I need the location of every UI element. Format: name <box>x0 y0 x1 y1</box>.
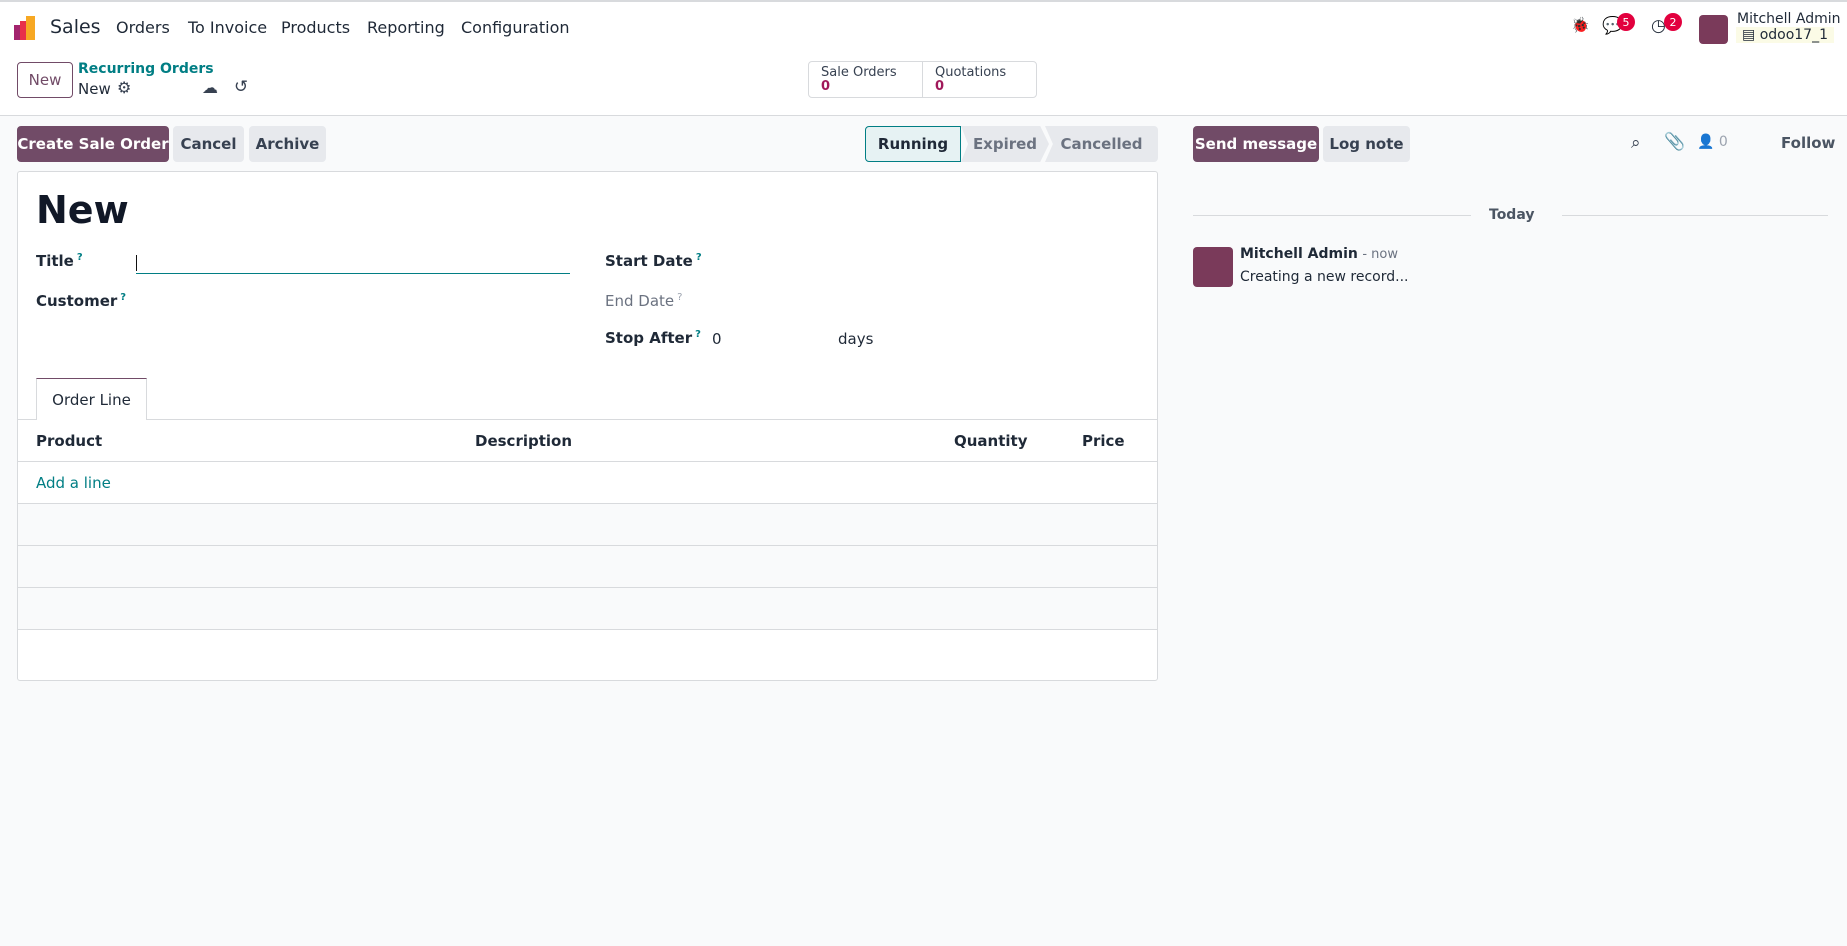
customer-label-text: Customer <box>36 292 118 310</box>
message-body: Creating a new record... <box>1240 269 1409 285</box>
archive-button[interactable]: Archive <box>249 126 326 162</box>
help-icon[interactable]: ? <box>695 252 702 263</box>
message-author[interactable]: Mitchell Admin <box>1240 246 1358 262</box>
stop-after-label: Stop After? <box>605 329 701 347</box>
clock-icon[interactable]: ◷ <box>1651 16 1666 36</box>
table-row: Add a line <box>18 462 1157 504</box>
divider <box>1193 215 1471 216</box>
stat-label: Quotations <box>935 65 1007 80</box>
stop-after-input[interactable]: 0 <box>712 330 722 348</box>
bug-icon[interactable]: 🐞 <box>1571 16 1590 34</box>
title-label-text: Title <box>36 252 74 270</box>
column-quantity[interactable]: Quantity <box>954 432 1028 450</box>
customer-input[interactable] <box>136 288 570 312</box>
breadcrumb[interactable]: Recurring Orders <box>78 61 214 77</box>
help-icon[interactable]: ? <box>76 252 83 263</box>
paperclip-icon[interactable]: 📎 <box>1664 132 1686 152</box>
end-date-text: End Date <box>605 292 675 310</box>
menu-orders[interactable]: Orders <box>116 18 170 37</box>
end-date-label: End Date? <box>605 292 682 310</box>
column-description[interactable]: Description <box>475 432 573 450</box>
stage-expired[interactable]: Expired <box>961 126 1049 162</box>
divider <box>1562 215 1828 216</box>
column-product[interactable]: Product <box>36 432 103 450</box>
user-avatar[interactable] <box>1699 15 1728 44</box>
stat-value: 0 <box>935 79 945 94</box>
new-button[interactable]: New <box>17 62 73 98</box>
stage-cancelled[interactable]: Cancelled <box>1045 126 1158 162</box>
start-date-label: Start Date? <box>605 252 702 270</box>
person-icon: 👤 <box>1697 134 1715 150</box>
database-name: ▤ odoo17_1 <box>1736 27 1834 43</box>
table-row <box>18 588 1157 630</box>
stat-sale-orders[interactable]: Sale Orders 0 <box>808 61 923 98</box>
log-note-button[interactable]: Log note <box>1323 126 1410 162</box>
messages-badge: 5 <box>1617 13 1635 31</box>
menu-to-invoice[interactable]: To Invoice <box>188 18 268 37</box>
stop-after-unit: days <box>838 330 874 348</box>
start-date-text: Start Date <box>605 252 693 270</box>
top-navbar: Sales Orders To Invoice Products Reporti… <box>0 0 1847 52</box>
column-price[interactable]: Price <box>1082 432 1125 450</box>
help-icon[interactable]: ? <box>695 329 701 340</box>
user-name[interactable]: Mitchell Admin <box>1737 11 1841 27</box>
title-input[interactable] <box>136 252 570 274</box>
record-name: New <box>78 80 111 98</box>
stage-running[interactable]: Running <box>865 126 961 162</box>
create-sale-order-button[interactable]: Create Sale Order <box>17 126 169 162</box>
message-time: - now <box>1362 247 1398 262</box>
add-line-link[interactable]: Add a line <box>36 474 111 492</box>
menu-configuration[interactable]: Configuration <box>461 18 570 37</box>
table-header: Product Description Quantity Price <box>18 420 1157 462</box>
start-date-input[interactable] <box>711 248 1141 272</box>
customer-label: Customer? <box>36 292 126 310</box>
discard-icon[interactable]: ↺ <box>234 77 249 97</box>
followers-button[interactable]: 👤 0 <box>1697 134 1728 150</box>
follow-button[interactable]: Follow <box>1781 134 1836 152</box>
record-title: New <box>36 188 129 232</box>
message-header: Mitchell Admin - now <box>1240 246 1398 262</box>
table-row <box>18 546 1157 588</box>
help-icon[interactable]: ? <box>677 292 683 303</box>
stat-quotations[interactable]: Quotations 0 <box>922 61 1037 98</box>
help-icon[interactable]: ? <box>120 292 127 303</box>
sales-logo-icon[interactable] <box>14 16 40 42</box>
send-message-button[interactable]: Send message <box>1193 126 1319 162</box>
tab-order-line[interactable]: Order Line <box>36 378 147 420</box>
followers-count: 0 <box>1718 134 1728 150</box>
author-avatar[interactable] <box>1193 247 1233 287</box>
app-name[interactable]: Sales <box>50 16 101 38</box>
cloud-upload-icon[interactable]: ☁ <box>202 78 218 97</box>
menu-reporting[interactable]: Reporting <box>367 18 445 37</box>
activities-badge: 2 <box>1664 13 1682 31</box>
search-icon[interactable]: ⌕ <box>1631 133 1641 153</box>
title-label: Title? <box>36 252 83 270</box>
date-separator: Today <box>1489 207 1535 223</box>
cancel-button[interactable]: Cancel <box>173 126 244 162</box>
database-label: odoo17_1 <box>1759 27 1828 43</box>
stop-after-text: Stop After <box>605 329 693 347</box>
stat-label: Sale Orders <box>821 65 897 80</box>
table-row <box>18 504 1157 546</box>
gear-icon[interactable]: ⚙ <box>117 78 132 97</box>
stat-value: 0 <box>821 79 831 94</box>
tab-divider <box>18 419 1157 420</box>
form-sheet: New Title? Customer? Start Date? End Dat… <box>17 171 1158 681</box>
menu-products[interactable]: Products <box>281 18 351 37</box>
